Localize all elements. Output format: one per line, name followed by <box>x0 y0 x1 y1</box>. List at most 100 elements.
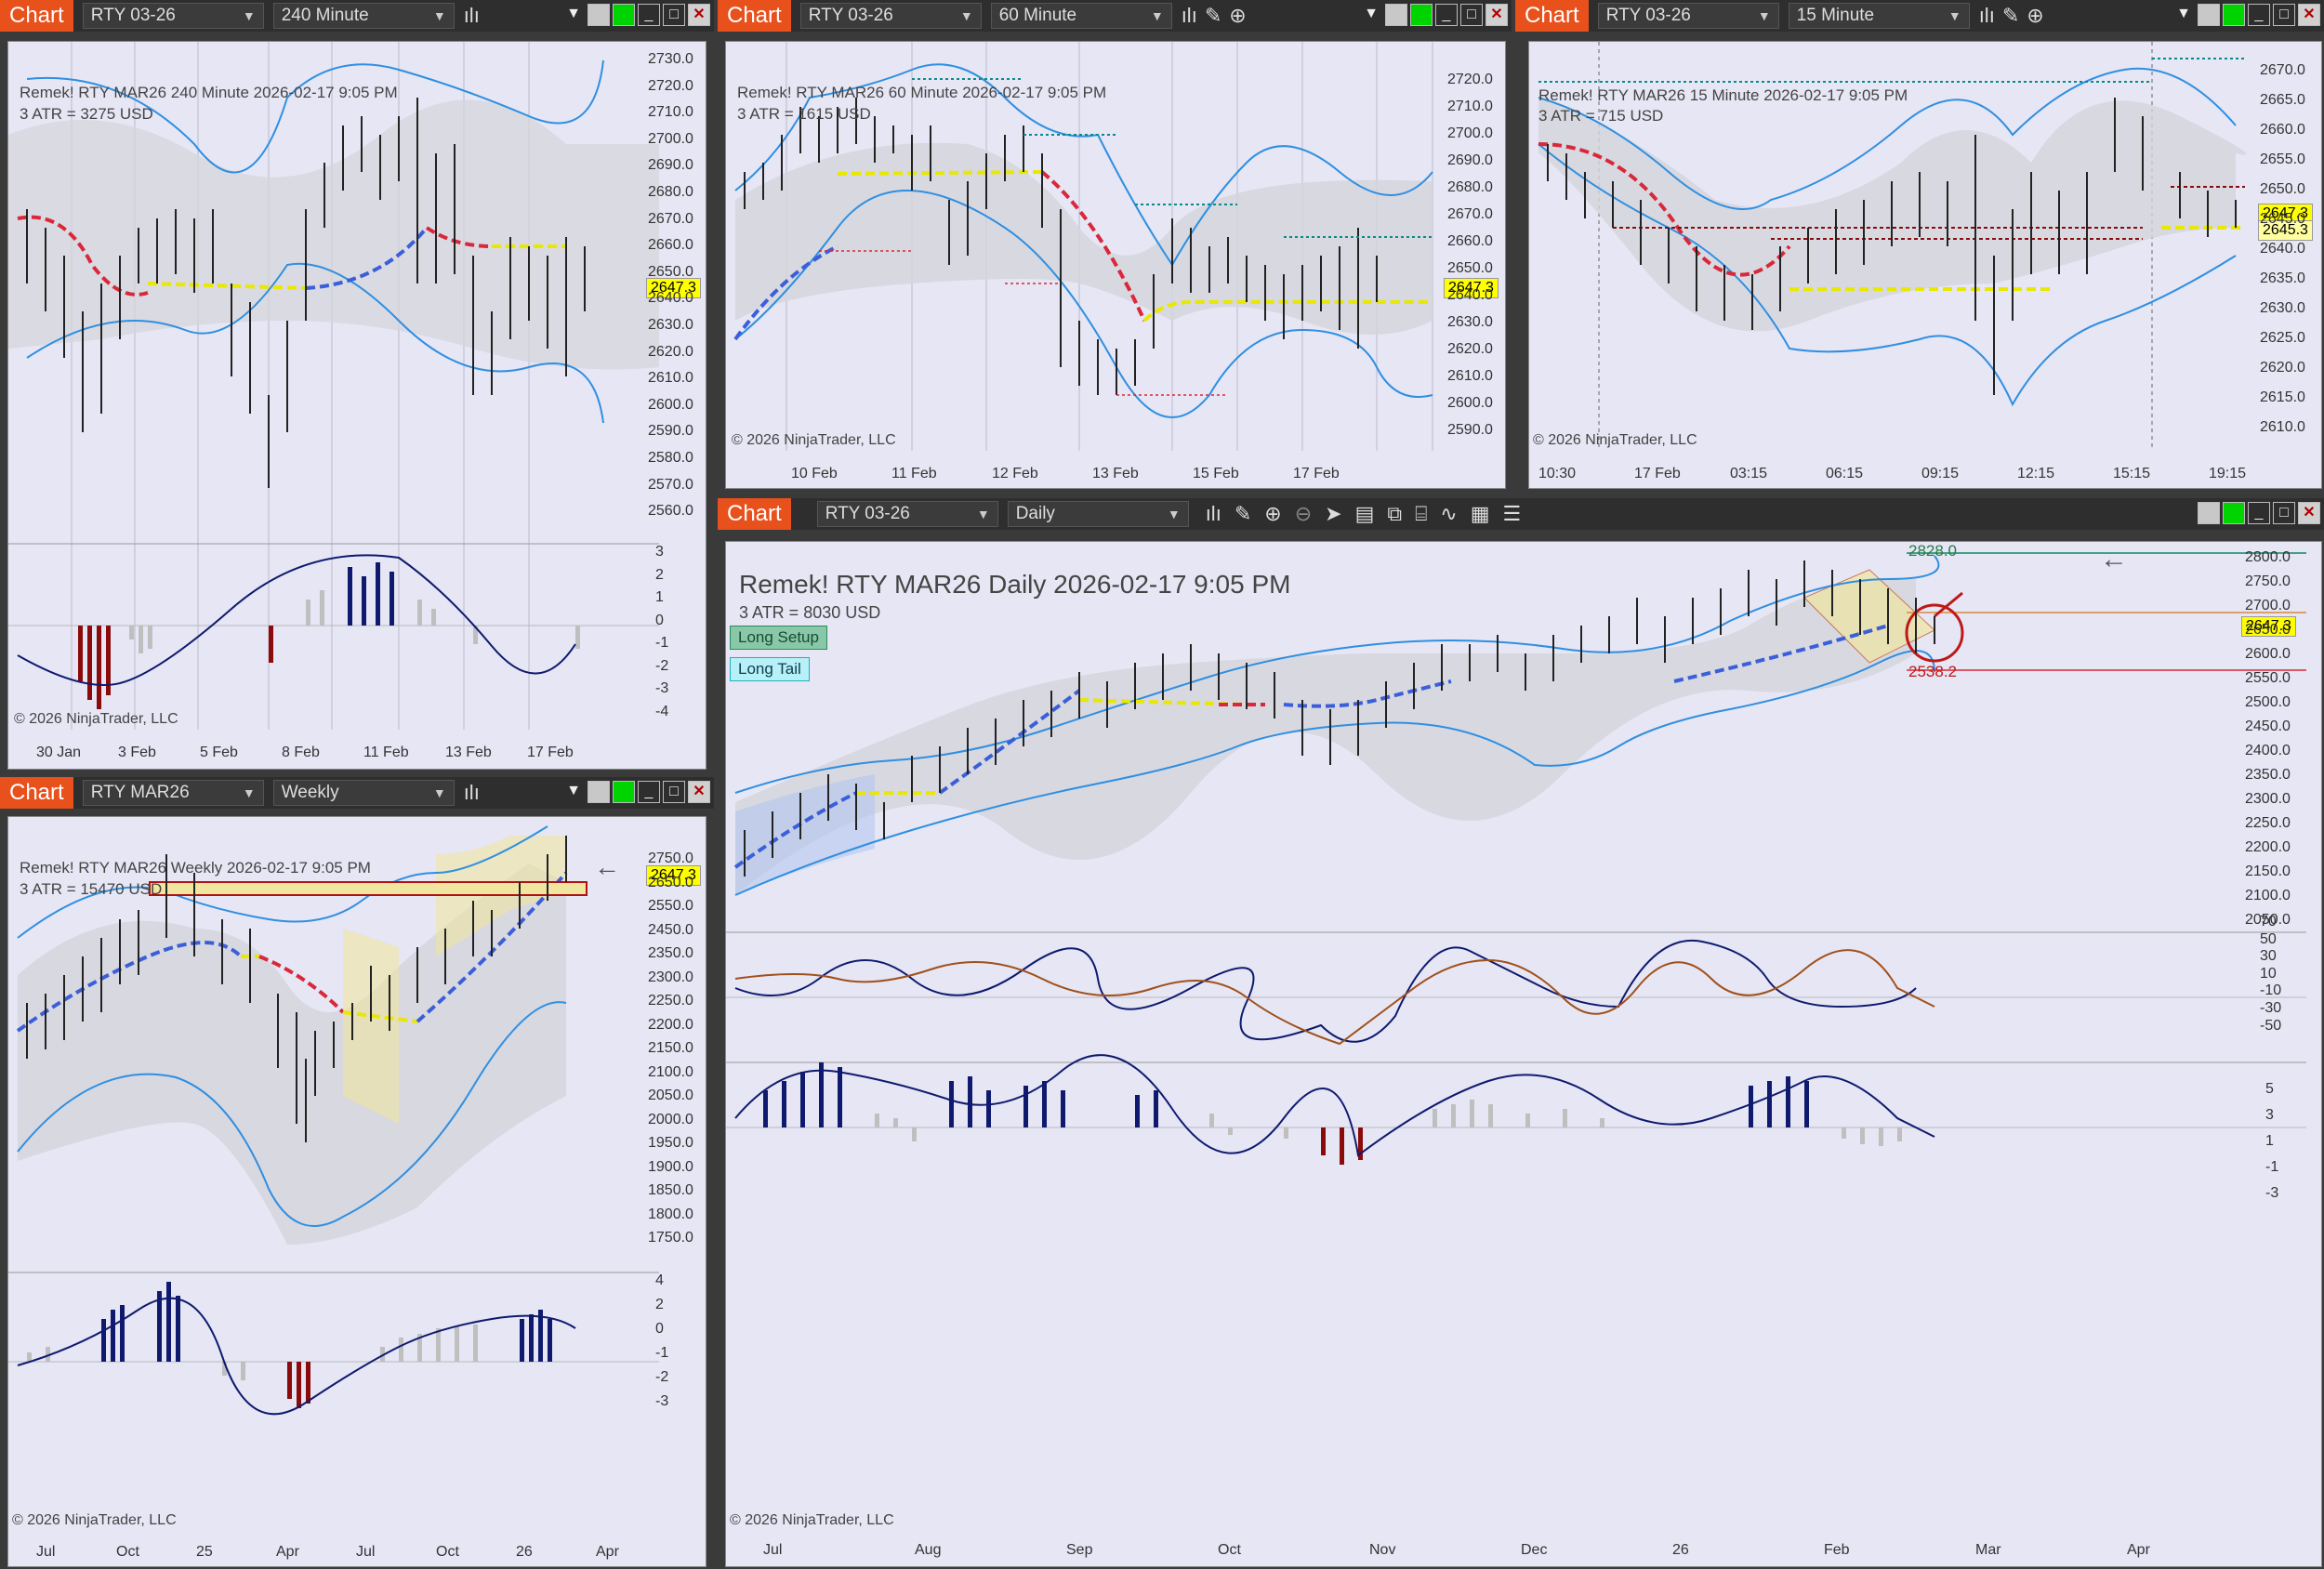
list-icon[interactable]: ☰ <box>1502 502 1522 525</box>
minimize-button[interactable]: _ <box>638 781 660 803</box>
interval-value: 60 Minute <box>998 6 1077 25</box>
draw-tool-icon[interactable]: ✎ <box>1204 4 1222 27</box>
axis-tick-label: 2645.0 <box>2260 211 2305 227</box>
axis-tick-label: 2350.0 <box>2245 767 2291 783</box>
bar-type-icon[interactable]: ılı <box>1205 502 1221 525</box>
dropdown-arrow-icon[interactable]: ▼ <box>2176 6 2191 21</box>
minimize-button[interactable]: _ <box>2248 502 2270 524</box>
axis-tick-label: 2590.0 <box>1447 422 1493 438</box>
pointer-icon[interactable]: ➤ <box>1325 502 1342 525</box>
axis-tick-label: 11 Feb <box>891 466 937 481</box>
bar-type-icon[interactable]: ılı <box>1181 4 1197 27</box>
chart-pane-15min[interactable]: Remek! RTY MAR26 15 Minute 2026-02-17 9:… <box>1528 41 2322 489</box>
long-tail-label: Long Tail <box>730 657 810 681</box>
axis-tick-label: -30 <box>2260 1000 2282 1016</box>
bar-type-icon[interactable]: ılı <box>463 781 480 804</box>
chart-pane-60min[interactable]: Remek! RTY MAR26 60 Minute 2026-02-17 9:… <box>725 41 1506 489</box>
axis-tick-label: 09:15 <box>1921 466 1960 481</box>
axis-tick-label: Dec <box>1521 1542 1548 1558</box>
link-grey-button[interactable] <box>588 4 610 26</box>
chart-toolbar: Chart RTY 03-26 ▼ 240 Minute ▼ ılı ▼ _ □ ✕ <box>0 0 714 32</box>
minimize-button[interactable]: _ <box>2248 4 2270 26</box>
axis-tick-label: 2600.0 <box>2245 646 2291 662</box>
maximize-button[interactable]: □ <box>2273 4 2295 26</box>
link-green-button[interactable] <box>1410 4 1433 26</box>
axis-tick-label: 2750.0 <box>648 850 693 866</box>
copyright: © 2026 NinjaTrader, LLC <box>12 1512 177 1528</box>
bar-type-icon[interactable]: ılı <box>1978 4 1995 27</box>
axis-tick-label: 2655.0 <box>2260 152 2305 167</box>
maximize-button[interactable]: □ <box>663 4 685 26</box>
link-grey-button[interactable] <box>2198 4 2220 26</box>
bar-type-icon[interactable]: ılı <box>463 4 480 27</box>
close-button[interactable]: ✕ <box>688 4 710 26</box>
zoom-in-icon[interactable]: ⊕ <box>2027 4 2044 27</box>
chart-pane-weekly[interactable]: Remek! RTY MAR26 Weekly 2026-02-17 9:05 … <box>7 816 706 1567</box>
chart-window-weekly: Chart RTY MAR26 ▼ Weekly ▼ ılı ▼ _ □ ✕ Reme <box>0 777 714 1569</box>
link-green-button[interactable] <box>2223 4 2245 26</box>
instrument-selector[interactable]: RTY 03-26 ▼ <box>799 3 982 29</box>
instrument-selector[interactable]: RTY 03-26 ▼ <box>1597 3 1779 29</box>
close-button[interactable]: ✕ <box>2298 4 2320 26</box>
link-grey-button[interactable] <box>588 781 610 803</box>
interval-selector[interactable]: Daily ▼ <box>1007 501 1189 527</box>
instrument-selector[interactable]: RTY 03-26 ▼ <box>82 3 264 29</box>
interval-selector[interactable]: 15 Minute ▼ <box>1788 3 1970 29</box>
chart-pane-240min[interactable]: Remek! RTY MAR26 240 Minute 2026-02-17 9… <box>7 41 706 770</box>
link-green-button[interactable] <box>613 781 635 803</box>
chart-window-15min: Chart RTY 03-26 ▼ 15 Minute ▼ ılı ✎ ⊕ ▼ _ □ ✕ R… <box>1515 0 2324 491</box>
link-grey-button[interactable] <box>1385 4 1407 26</box>
axis-tick-label: 2665.0 <box>2260 92 2305 108</box>
maximize-button[interactable]: □ <box>663 781 685 803</box>
chart-menu-button[interactable]: Chart <box>718 0 791 32</box>
properties-icon[interactable]: ⧉ <box>1387 502 1403 525</box>
link-green-button[interactable] <box>613 4 635 26</box>
axis-tick-label: 2630.0 <box>2260 300 2305 316</box>
interval-selector[interactable]: 240 Minute ▼ <box>272 3 455 29</box>
axis-tick-label: 2710.0 <box>648 104 693 121</box>
chart-menu-button[interactable]: Chart <box>0 0 73 32</box>
instrument-selector[interactable]: RTY MAR26 ▼ <box>82 780 264 806</box>
axis-tick-label: 2620.0 <box>648 343 693 360</box>
minimize-button[interactable]: _ <box>1435 4 1458 26</box>
zoom-in-icon[interactable]: ⊕ <box>1264 502 1282 525</box>
axis-tick-label: 5 Feb <box>200 745 238 760</box>
dropdown-arrow-icon[interactable]: ▼ <box>1364 6 1379 21</box>
chart-menu-button[interactable]: Chart <box>0 777 73 809</box>
close-button[interactable]: ✕ <box>1486 4 1508 26</box>
axis-tick-label: 2000.0 <box>648 1111 693 1127</box>
indicators-icon[interactable]: ∿ <box>1440 502 1458 525</box>
chart-menu-button[interactable]: Chart <box>1515 0 1589 32</box>
minimize-button[interactable]: _ <box>638 4 660 26</box>
templates-icon[interactable]: ▦ <box>1470 502 1490 525</box>
maximize-button[interactable]: □ <box>2273 502 2295 524</box>
zoom-in-icon[interactable]: ⊕ <box>1229 4 1247 27</box>
dropdown-arrow-icon[interactable]: ▼ <box>566 783 581 798</box>
instrument-selector[interactable]: RTY 03-26 ▼ <box>816 501 998 527</box>
link-green-button[interactable] <box>2223 502 2245 524</box>
axis-tick-label: 2560.0 <box>648 503 693 520</box>
axis-tick-label: 17 Feb <box>1634 466 1681 481</box>
close-button[interactable]: ✕ <box>688 781 710 803</box>
atr-label: 3 ATR = 15470 USD <box>20 880 163 898</box>
dropdown-arrow-icon[interactable]: ▼ <box>566 6 581 21</box>
chevron-down-icon: ▼ <box>1167 507 1181 521</box>
interval-selector[interactable]: 60 Minute ▼ <box>990 3 1172 29</box>
close-button[interactable]: ✕ <box>2298 502 2320 524</box>
link-grey-button[interactable] <box>2198 502 2220 524</box>
strategy-icon[interactable]: ⌸ <box>1415 502 1428 525</box>
chart-menu-button[interactable]: Chart <box>718 498 791 530</box>
axis-tick-label: 2720.0 <box>1447 72 1493 87</box>
interval-selector[interactable]: Weekly ▼ <box>272 780 455 806</box>
maximize-button[interactable]: □ <box>1460 4 1483 26</box>
data-box-icon[interactable]: ▤ <box>1354 502 1375 525</box>
back-arrow-icon[interactable]: ← <box>2100 544 2128 574</box>
draw-tool-icon[interactable]: ✎ <box>1234 502 1252 525</box>
draw-tool-icon[interactable]: ✎ <box>2001 4 2020 27</box>
chart-pane-daily[interactable]: Remek! RTY MAR26 Daily 2026-02-17 9:05 P… <box>725 541 2322 1567</box>
axis-tick-label: -3 <box>2265 1185 2279 1201</box>
axis-tick-label: Oct <box>436 1544 459 1560</box>
axis-tick-label: 1950.0 <box>648 1135 693 1151</box>
back-arrow-icon[interactable]: ← <box>594 852 620 881</box>
zoom-out-icon[interactable]: ⊖ <box>1294 502 1313 525</box>
